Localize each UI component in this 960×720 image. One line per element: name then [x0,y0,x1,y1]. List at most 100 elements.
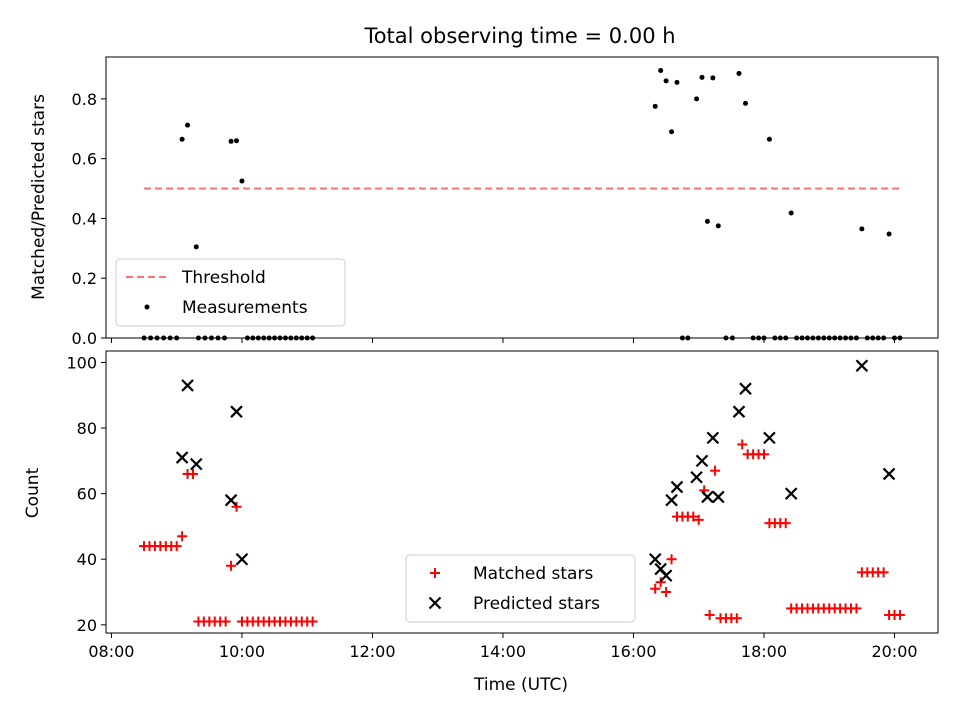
bottom-marks [139,359,905,627]
matched-star-point [177,531,188,542]
predicted-star-point [665,493,678,507]
bottom-legend: Matched stars Predicted stars [405,554,636,623]
measurement-point [788,210,794,216]
matched-star-point [650,583,661,594]
matched-star-point [231,501,242,512]
predicted-star-point [648,552,662,566]
measurement-point [179,136,185,142]
top-marks [141,67,903,341]
legend-measurements-label: Measurements [182,298,308,318]
measurement-point [715,223,721,229]
matched-star-point [704,609,715,620]
bottom-x-tick-label: 10:00 [219,642,265,661]
top-y-tick-label: 0.4 [72,209,97,228]
bottom-x-tick-label: 16:00 [610,642,656,661]
measurement-point [886,231,892,237]
predicted-star-point [670,480,684,494]
predicted-star-point [175,451,189,464]
measurement-point [766,136,772,142]
matched-star-point [188,468,199,479]
legend-matched-swatch [430,568,440,578]
predicted-star-point [882,467,896,481]
measurement-point [859,226,865,232]
matched-star-point [710,465,721,476]
measurement-point [742,100,748,106]
predicted-star-point [739,382,752,395]
predicted-star-point [690,470,703,484]
matched-star-point [878,567,889,578]
bottom-x-tick-label: 08:00 [88,642,134,661]
matched-star-point [851,603,862,614]
matched-star-point [661,587,672,598]
measurement-point [193,244,199,250]
matched-star-point [171,541,182,552]
measurement-point [185,122,191,128]
matched-star-point [758,449,769,460]
measurement-point [658,67,664,73]
measurement-point [652,103,658,109]
predicted-star-point [712,490,725,504]
measurement-point [674,79,680,85]
top-legend: Threshold Measurements [115,258,346,327]
legend-matched-label: Matched stars [473,564,593,584]
bottom-x-tick-label: 18:00 [741,642,787,661]
predicted-star-point [189,457,203,471]
measurement-point [736,70,742,76]
matched-star-point [666,554,677,565]
matched-star-point [655,577,666,588]
measurement-point [239,178,245,184]
bottom-y-ticks: 20 40 60 80 100 [66,353,106,635]
legend-threshold-label: Threshold [181,268,266,288]
predicted-star-point [181,379,194,392]
legend-measurements-swatch [144,304,150,310]
legend-plus-mark [430,568,440,578]
matched-star-point [780,518,791,529]
bottom-x-axis-label: Time (UTC) [473,675,568,695]
bottom-panel: 20 40 60 80 100 08:00 10:00 12:00 14:00 16:00 18:… [23,350,939,695]
top-legend-box [115,258,346,327]
top-y-axis-label: Matched/Predicted stars [29,94,49,300]
legend-x-mark [428,596,442,610]
predicted-star-point [659,569,673,582]
measurement-point [699,74,705,80]
predicted-star-point [706,431,720,445]
bottom-x-tick-label: 20:00 [871,642,917,661]
top-y-tick-label: 0.2 [72,269,97,288]
predicted-star-point [763,431,776,445]
matched-star-point [688,511,699,522]
bottom-x-tick-label: 12:00 [349,642,395,661]
bottom-x-ticks: 08:00 10:00 12:00 14:00 16:00 18:00 20:00 [88,633,918,661]
top-x-ticks [110,338,895,343]
matched-star-point [737,439,748,450]
measurement-point [663,78,669,84]
measurement-point [694,96,700,102]
top-panel: 0.00.20.40.60.8 Matched/Predicted stars … [29,56,939,348]
measurement-point [710,75,716,81]
bottom-y-tick-label: 60 [77,485,97,504]
predicted-star-point [230,405,243,418]
bottom-y-tick-label: 100 [66,353,97,372]
bottom-legend-box [405,554,636,623]
top-plot-frame [105,56,939,339]
top-y-tick-label: 0.0 [72,329,97,348]
legend-predicted-label: Predicted stars [473,594,600,614]
bottom-y-tick-label: 80 [77,419,97,438]
matched-star-point [226,560,237,571]
measurement-point [704,218,710,224]
matched-star-point [731,613,742,624]
predicted-star-point [224,493,238,507]
matched-star-point [307,616,318,627]
predicted-star-point [695,454,709,468]
top-y-ticks: 0.0 0.2 0.4 0.6 0.8 [72,90,106,348]
bottom-plot-frame [105,350,939,634]
predicted-star-point [732,405,746,418]
legend-predicted-swatch [428,596,442,610]
predicted-star-point [784,487,798,500]
matched-star-point [220,616,231,627]
bottom-y-axis-label: Count [23,467,43,518]
predicted-star-point [701,490,714,504]
top-y-tick-label: 0.6 [72,150,97,169]
bottom-y-tick-label: 20 [77,616,97,635]
predicted-star-point [855,359,869,373]
